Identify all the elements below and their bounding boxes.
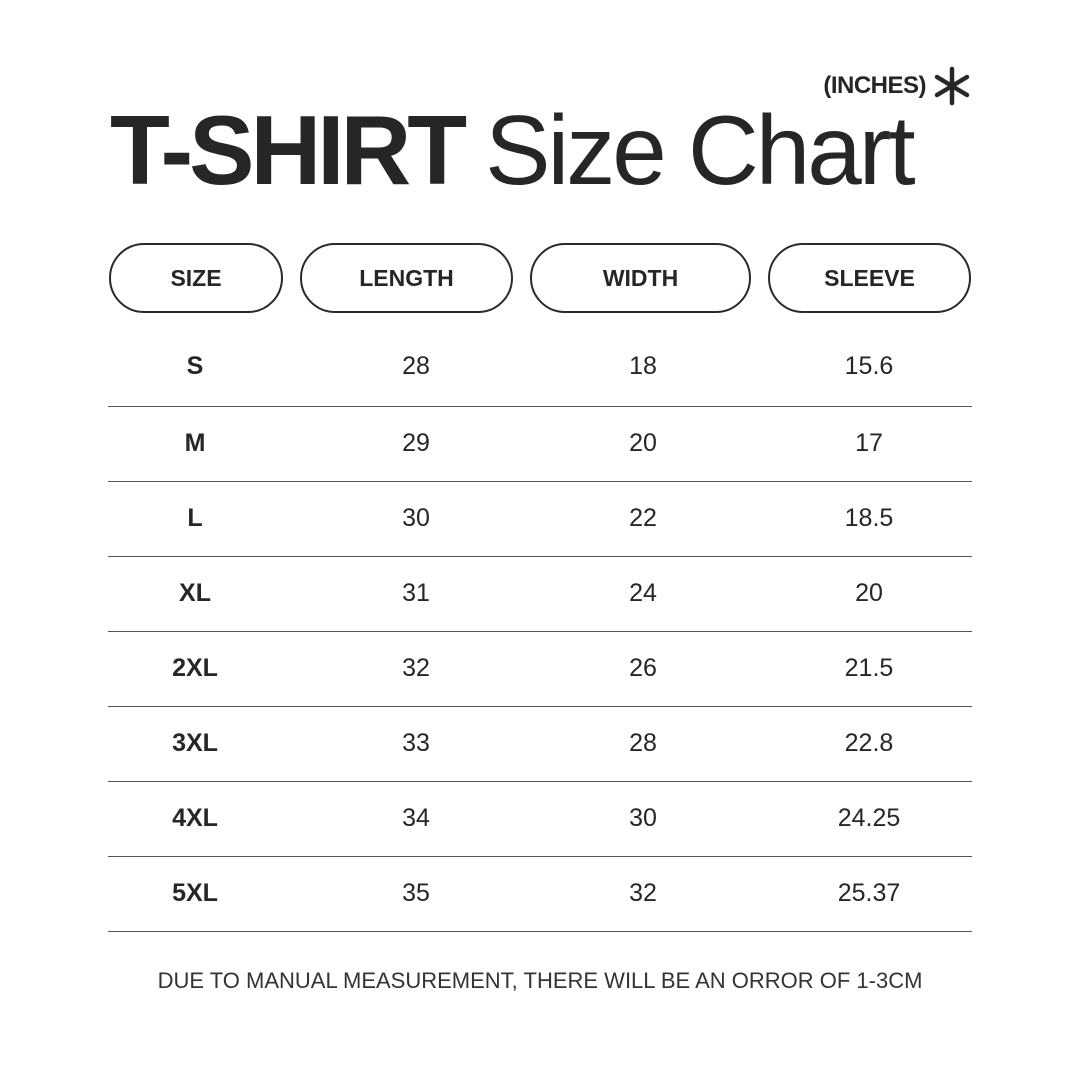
- cell-width: 20: [629, 429, 657, 457]
- cell-length: 32: [402, 654, 430, 682]
- cell-width: 26: [629, 654, 657, 682]
- cell-width: 24: [629, 579, 657, 607]
- cell-sleeve: 24.25: [837, 804, 901, 832]
- cell-size: 5XL: [172, 879, 218, 907]
- cell-width: 18: [629, 352, 657, 380]
- table-row: XL 31 24 20: [108, 556, 972, 632]
- table-row: 3XL 33 28 22.8: [108, 706, 972, 782]
- cell-width: 32: [629, 879, 657, 907]
- units-text: (INCHES): [823, 72, 926, 99]
- cell-size: 3XL: [172, 729, 218, 757]
- cell-sleeve: 18.5: [844, 504, 894, 532]
- cell-size: S: [186, 352, 204, 380]
- cell-size: L: [187, 504, 203, 532]
- cell-size: 2XL: [172, 654, 218, 682]
- cell-width: 30: [629, 804, 657, 832]
- asterisk-icon: [934, 66, 970, 106]
- cell-width: 22: [629, 504, 657, 532]
- cell-width: 28: [629, 729, 657, 757]
- table-row: L 30 22 18.5: [108, 481, 972, 557]
- cell-sleeve: 21.5: [844, 654, 894, 682]
- cell-sleeve: 17: [855, 429, 883, 457]
- cell-length: 28: [402, 352, 430, 380]
- table-row: 2XL 32 26 21.5: [108, 631, 972, 707]
- table-row: 4XL 34 30 24.25: [108, 781, 972, 857]
- cell-sleeve: 20: [855, 579, 883, 607]
- table-row: S 28 18 15.6: [108, 327, 972, 407]
- cell-length: 35: [402, 879, 430, 907]
- cell-size: XL: [179, 579, 211, 607]
- title-bold: T-SHIRT: [110, 95, 467, 205]
- header-size: SIZE: [109, 243, 283, 313]
- cell-length: 33: [402, 729, 430, 757]
- cell-length: 34: [402, 804, 430, 832]
- title-light: Size Chart: [485, 95, 916, 205]
- cell-size: 4XL: [172, 804, 218, 832]
- cell-length: 30: [402, 504, 430, 532]
- cell-length: 29: [402, 429, 430, 457]
- table-row: 5XL 35 32 25.37: [108, 856, 972, 932]
- units-label: (INCHES): [823, 66, 972, 106]
- footer-note: DUE TO MANUAL MEASUREMENT, THERE WILL BE…: [157, 968, 923, 993]
- cell-sleeve: 22.8: [844, 729, 894, 757]
- table-row: M 29 20 17: [108, 406, 972, 482]
- page-title: T-SHIRT Size Chart: [110, 95, 916, 205]
- header-width: WIDTH: [530, 243, 751, 313]
- cell-sleeve: 15.6: [844, 352, 894, 380]
- cell-length: 31: [402, 579, 430, 607]
- cell-size: M: [184, 429, 206, 457]
- cell-sleeve: 25.37: [837, 879, 901, 907]
- header-sleeve: SLEEVE: [768, 243, 971, 313]
- header-length: LENGTH: [300, 243, 513, 313]
